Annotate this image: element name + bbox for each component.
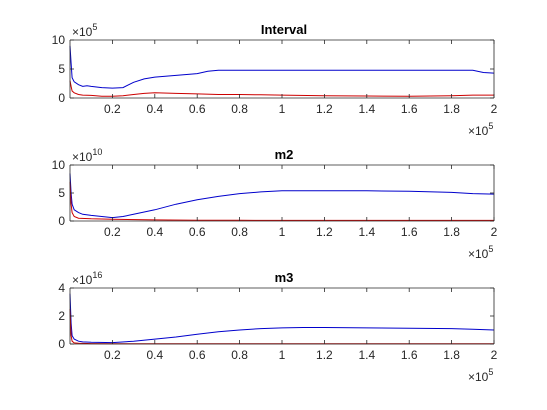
x-tick-label: 0.2 <box>104 348 121 362</box>
x-tick-label: 1.4 <box>358 225 375 239</box>
x-tick-label: 0.8 <box>231 225 248 239</box>
x-exponent-power: 5 <box>488 121 493 131</box>
x-tick-label: 0.8 <box>231 102 248 116</box>
x-tick-label: 1.8 <box>443 225 460 239</box>
y-tick-label: 10 <box>52 158 66 172</box>
y-exponent-power: 5 <box>92 22 97 32</box>
y-tick-label: 0 <box>58 337 65 351</box>
series-line-blue <box>69 173 495 219</box>
y-tick-label: 0 <box>58 91 65 105</box>
x-tick-label: 0.4 <box>146 225 163 239</box>
x-tick-label: 1.6 <box>401 348 418 362</box>
x-exponent-power: 5 <box>488 367 493 377</box>
x-exponent-power: 5 <box>488 244 493 254</box>
y-tick-label: 5 <box>58 186 65 200</box>
x-tick-label: 0.2 <box>104 225 121 239</box>
y-tick-label: 4 <box>58 281 65 295</box>
x-tick-label: 1.2 <box>316 348 333 362</box>
chart-title: Interval <box>261 22 307 37</box>
x-tick-label: 1.8 <box>443 348 460 362</box>
x-tick-label: 1.6 <box>401 102 418 116</box>
x-tick-label: 0.2 <box>104 102 121 116</box>
series-line-blue <box>69 45 495 89</box>
x-tick-label: 0.4 <box>146 102 163 116</box>
series-line-blue <box>69 293 495 344</box>
y-exponent-label: ×105 <box>72 22 97 39</box>
x-tick-label: 1.8 <box>443 102 460 116</box>
plot-area <box>70 40 494 98</box>
chart-title: m3 <box>275 270 294 285</box>
x-tick-label: 1.4 <box>358 102 375 116</box>
y-tick-label: 10 <box>52 33 66 47</box>
y-exponent-power: 10 <box>92 147 102 157</box>
x-tick-label: 1 <box>279 102 286 116</box>
y-tick-label: 5 <box>58 62 65 76</box>
x-tick-label: 0.6 <box>189 348 206 362</box>
x-tick-label: 1.2 <box>316 102 333 116</box>
x-tick-label: 1.6 <box>401 225 418 239</box>
x-tick-label: 2 <box>491 102 498 116</box>
plot-area <box>70 165 494 221</box>
chart-title: m2 <box>275 147 294 162</box>
series-line-red <box>69 181 494 221</box>
y-exponent-power: 16 <box>92 270 102 280</box>
y-tick-label: 2 <box>58 309 65 323</box>
x-tick-label: 0.6 <box>189 102 206 116</box>
x-tick-label: 1.2 <box>316 225 333 239</box>
subplot-m2: 0.2 0.4 0.6 0.8 1 1.2 1.4 1.6 1.8 20510×1010×105m… <box>52 147 498 261</box>
x-tick-label: 0.4 <box>146 348 163 362</box>
plot-area <box>70 288 494 344</box>
x-tick-label: 0.8 <box>231 348 248 362</box>
x-tick-label: 1 <box>279 225 286 239</box>
subplot-interval: 0.2 0.4 0.6 0.8 1 1.2 1.4 1.6 1.8 2 0 5 10 ×105 ×105 In… <box>52 22 498 138</box>
x-tick-label: 1 <box>279 348 286 362</box>
x-exponent-label: ×105 <box>468 121 493 138</box>
x-tick-label: 0.6 <box>189 225 206 239</box>
x-tick-label: 2 <box>491 225 498 239</box>
x-tick-label: 2 <box>491 348 498 362</box>
x-tick-label: 1.4 <box>358 348 375 362</box>
y-tick-label: 0 <box>58 214 65 228</box>
x-exponent-label: ×105 <box>468 244 493 261</box>
x-exponent-label: ×105 <box>468 367 493 384</box>
